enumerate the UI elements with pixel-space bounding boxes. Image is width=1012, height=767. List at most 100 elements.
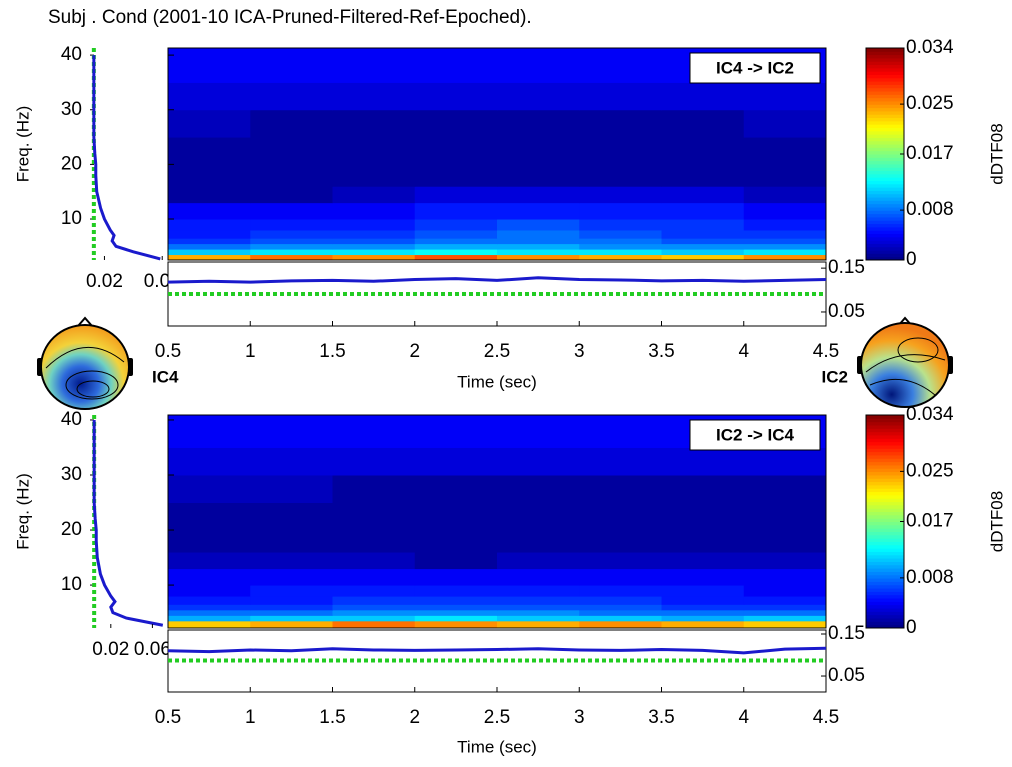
x-tick-label: 1 xyxy=(245,707,256,728)
x-tick-label: 4.5 xyxy=(813,707,839,728)
heatmap-cell xyxy=(743,502,827,531)
heatmap-cell xyxy=(414,82,498,111)
colorbar-swatch xyxy=(866,451,904,456)
colorbar-swatch xyxy=(866,494,904,499)
colorbar-swatch xyxy=(866,448,904,453)
heatmap-cell xyxy=(332,48,416,83)
colorbar-swatch xyxy=(866,454,904,459)
heatmap-cell xyxy=(168,219,251,231)
x-axis-label: Time (sec) xyxy=(457,372,537,391)
heatmap-cell xyxy=(743,238,827,245)
heatmap-cell xyxy=(743,474,827,504)
figure-title: Subj . Cond (2001-10 ICA-Pruned-Filtered… xyxy=(48,7,532,28)
x-tick-label: 1.5 xyxy=(319,341,345,362)
y-tick-label: 40 xyxy=(61,44,82,65)
heatmap-cell xyxy=(497,620,580,629)
heatmap-cell xyxy=(168,568,251,586)
freq-marginal-line xyxy=(92,419,164,627)
heatmap-cell xyxy=(579,596,662,605)
colorbar-tick-label: 0 xyxy=(906,249,917,270)
heatmap-cell xyxy=(579,502,662,531)
colorbar-swatch xyxy=(866,578,904,582)
x-tick-label: 4.5 xyxy=(813,341,839,362)
heatmap-cell xyxy=(250,502,333,531)
heatmap-cell xyxy=(579,530,662,553)
heatmap-cell xyxy=(497,502,580,531)
colorbar-swatch xyxy=(866,444,904,449)
heatmap-cell xyxy=(579,249,662,256)
colorbar-swatch xyxy=(866,190,904,195)
heatmap-cell xyxy=(250,620,333,629)
time-marginal-line xyxy=(167,646,827,655)
colorbar-swatch xyxy=(866,130,904,135)
colorbar-swatch xyxy=(866,608,904,612)
freq-marginal-tick-label: 0.02 xyxy=(92,639,129,660)
heatmap-frame xyxy=(167,47,827,261)
heatmap-cell xyxy=(743,568,827,586)
heatmap-cell xyxy=(250,109,333,138)
heatmap-cell xyxy=(743,447,827,476)
colorbar-swatch xyxy=(866,84,904,89)
heatmap-cell xyxy=(332,164,416,187)
sink-topoplot xyxy=(857,316,953,408)
colorbar-tick-label: 0.025 xyxy=(906,460,954,481)
heatmap-cell xyxy=(414,585,498,597)
heatmap-cell xyxy=(250,202,333,220)
heatmap-cell xyxy=(168,620,251,629)
colorbar-tick-label: 0.008 xyxy=(906,567,954,588)
heatmap-cell xyxy=(168,243,251,250)
colorbar-swatch xyxy=(866,594,904,599)
colorbar-swatch xyxy=(866,147,904,152)
heatmap-cell xyxy=(743,249,827,256)
heatmap-cell xyxy=(168,109,251,138)
colorbar-swatch xyxy=(866,110,904,115)
heatmap-cell xyxy=(414,48,498,83)
heatmap-cell xyxy=(661,596,745,605)
colorbar-swatch xyxy=(866,120,904,125)
heatmap-cell xyxy=(414,109,498,138)
heatmap-cell xyxy=(332,552,416,570)
heatmap-cell xyxy=(250,186,333,204)
heatmap-cell xyxy=(579,620,662,629)
heatmap-cell xyxy=(743,164,827,187)
colorbar-swatch xyxy=(866,421,904,426)
colorbar-swatch xyxy=(866,107,904,112)
colorbar-swatch xyxy=(866,498,904,503)
heatmap-cell xyxy=(332,620,416,629)
heatmap-cell xyxy=(661,568,745,586)
colorbar-swatch xyxy=(866,144,904,148)
heatmap-cell xyxy=(497,585,580,597)
colorbar-swatch xyxy=(866,140,904,145)
heatmap-cell xyxy=(497,229,580,239)
heatmap-cell xyxy=(743,615,827,622)
colorbar-tick-label: 0.008 xyxy=(906,199,954,220)
colorbar-swatch xyxy=(866,207,904,211)
heatmap-cell xyxy=(414,164,498,187)
heatmap-cell xyxy=(168,254,251,261)
heatmap-cell xyxy=(332,109,416,138)
colorbar-swatch xyxy=(866,461,904,466)
heatmap-cell xyxy=(579,202,662,220)
colorbar-swatch xyxy=(866,173,904,178)
heatmap-cell xyxy=(661,254,745,261)
heatmap-cell xyxy=(579,254,662,261)
colorbar-swatch xyxy=(866,415,904,419)
heatmap-cell xyxy=(414,502,498,531)
source-topoplot xyxy=(37,316,133,410)
heatmap-cell xyxy=(332,137,416,165)
colorbar-swatch xyxy=(866,200,904,205)
heatmap-cell xyxy=(497,109,580,138)
heatmap-cell xyxy=(497,202,580,220)
heatmap-cell xyxy=(743,604,827,611)
x-tick-label: 1.5 xyxy=(319,707,345,728)
heatmap-cell xyxy=(497,609,580,616)
heatmap-cell xyxy=(497,238,580,245)
x-tick-label: 0.5 xyxy=(155,341,181,362)
heatmap-cell xyxy=(579,219,662,231)
heatmap-cell xyxy=(497,596,580,605)
heatmap-cell xyxy=(332,530,416,553)
colorbar-swatch xyxy=(866,538,904,542)
heatmap-cell xyxy=(743,137,827,165)
heatmap-cell xyxy=(497,48,580,83)
heatmap-cell xyxy=(579,609,662,616)
